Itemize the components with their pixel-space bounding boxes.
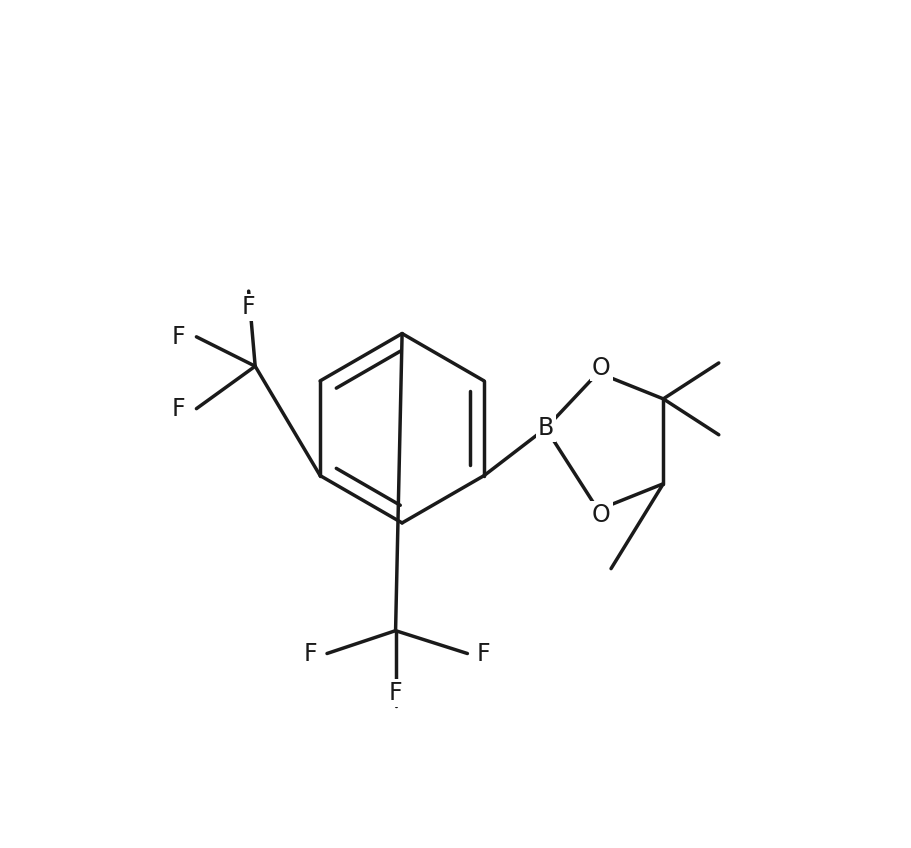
Text: F: F — [388, 681, 402, 705]
Text: F: F — [171, 397, 185, 421]
Text: O: O — [591, 503, 610, 527]
Text: O: O — [591, 355, 610, 380]
Text: F: F — [241, 295, 255, 320]
Text: F: F — [303, 641, 317, 666]
Text: F: F — [171, 325, 185, 349]
Text: F: F — [476, 641, 490, 666]
Text: B: B — [537, 416, 553, 440]
